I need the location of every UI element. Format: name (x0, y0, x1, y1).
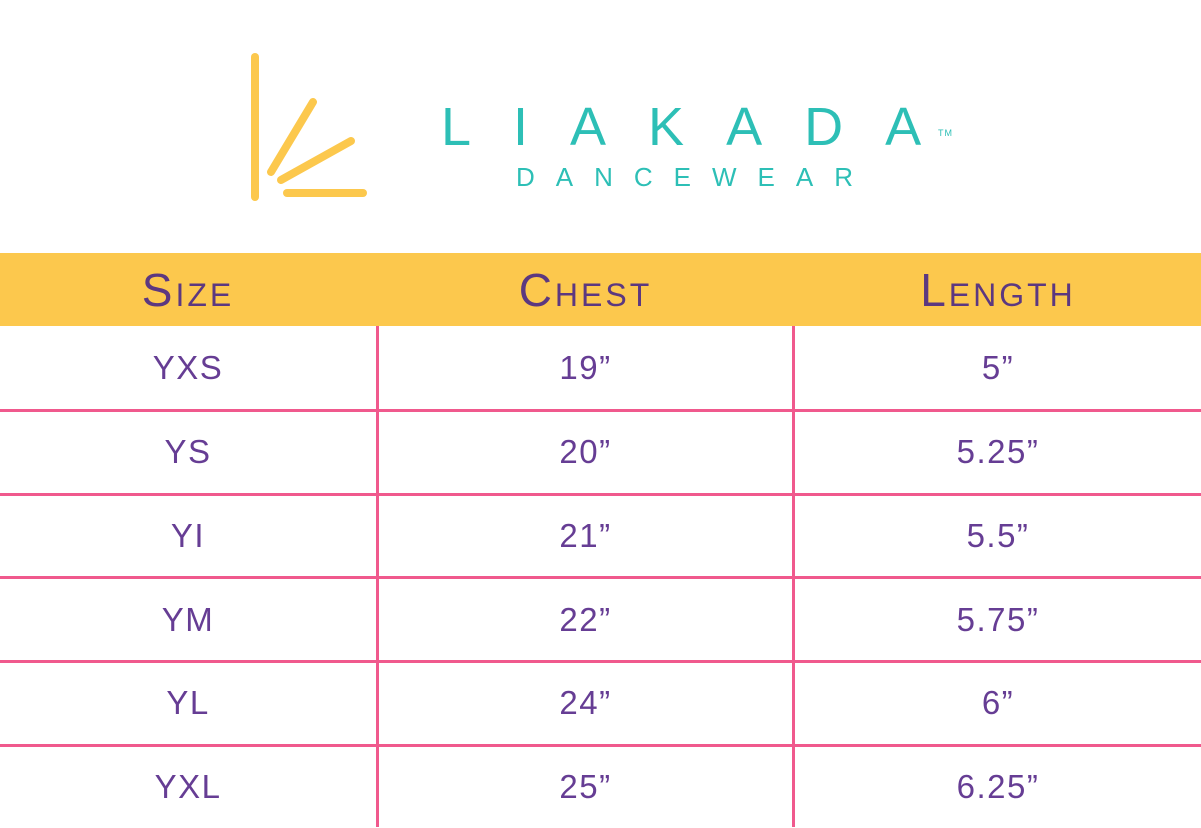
size-cell: YL (166, 684, 210, 722)
chest-cell: 20” (376, 412, 795, 493)
size-cell: YI (170, 517, 206, 555)
length-cell: 5.5” (966, 517, 1030, 555)
length-cell: 5” (981, 348, 1015, 386)
size-cell: YXS (152, 348, 224, 386)
sunburst-rays-icon (251, 53, 367, 201)
size-cell: YS (164, 433, 212, 471)
chest-cell: 21” (376, 495, 795, 577)
table-body: YXS 19” 5” YS 20” 5.25” YI 21” 5.5” YM 2… (0, 326, 1201, 828)
trademark-mark: TM (938, 128, 953, 138)
length-cell: 6.25” (956, 768, 1040, 806)
column-header-length: Length (920, 263, 1076, 316)
column-header-chest: Chest (518, 263, 653, 316)
size-cell: YM (161, 600, 215, 638)
chest-cell: 22” (376, 579, 795, 661)
table-row: YXL 25” 6.25” (0, 743, 1201, 828)
chest-cell: 25” (376, 746, 795, 828)
table-row: YL 24” 6” (0, 660, 1201, 744)
length-cell: 5.75” (956, 600, 1040, 638)
table-row: YM 22” 5.75” (0, 576, 1201, 661)
length-cell: 6” (981, 684, 1015, 722)
table-row: YS 20” 5.25” (0, 409, 1201, 493)
table-row: YXS 19” 5” (0, 326, 1201, 409)
length-cell: 5.25” (956, 433, 1040, 471)
chest-cell: 24” (376, 663, 795, 744)
table-row: YI 21” 5.5” (0, 492, 1201, 577)
size-cell: YXL (154, 768, 222, 806)
column-header-size: Size (141, 263, 235, 316)
brand-name: LIAKADA (441, 97, 964, 157)
size-chart-table: Size Chest Length YXS 19” 5” YS 20” 5.25… (0, 253, 1201, 828)
table-header-row: Size Chest Length (0, 253, 1201, 326)
chest-cell: 19” (376, 326, 795, 409)
brand-subtitle: DANCEWEAR (515, 162, 874, 192)
